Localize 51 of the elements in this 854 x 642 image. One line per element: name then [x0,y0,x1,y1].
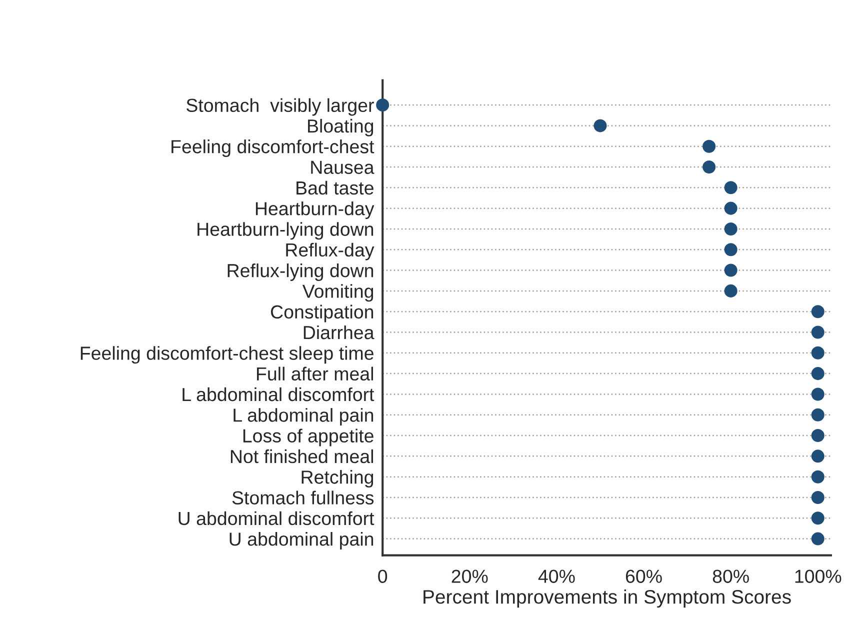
y-tick-label: Diarrhea [304,325,374,340]
x-tick-label: 40% [538,570,575,583]
y-tick-label: Feeling discomfort-chest [172,140,374,158]
point [724,284,738,298]
point [811,429,824,442]
point [811,532,824,546]
x-tick-label: 20% [452,570,488,583]
y-tick-label: Full after meal [257,366,374,381]
x-tick-label: 80% [712,570,749,583]
y-tick-label: L abdominal pain [234,408,374,426]
y-tick-label: U abdominal pain [230,532,374,550]
y-tick-label: Feeling discomfort-chest sleep time [80,346,374,364]
y-tick-label: Heartburn-lying down [198,222,374,240]
y-tick-label: Vomiting [302,284,374,302]
point [811,326,824,339]
point [811,367,824,380]
y-tick-label: Nausea [311,160,374,174]
x-tick-label: 60% [626,570,662,583]
point [702,160,716,174]
point [811,450,824,463]
y-tick-label: Stomach fullness [232,490,374,504]
y-tick-label: Bloating [308,118,374,136]
x-tick-label: 0 [378,570,388,583]
y-tick-label: L abdominal discomfort [182,387,374,402]
point [594,119,607,132]
x-axis-title: Percent Improvements in Symptom Scores [424,589,791,608]
point [724,243,738,256]
y-tick-label: Stomach visibly larger [186,98,374,116]
point [811,305,824,318]
point [811,490,824,504]
point [702,140,716,153]
y-tick-label: Bad taste [296,180,374,195]
y-tick-label: Not finished meal [230,449,374,464]
point [811,512,824,525]
point [724,202,738,215]
y-tick-label: Loss of appetite [243,428,374,446]
point [811,470,824,484]
y-tick-label: Heartburn-day [256,202,374,219]
point [811,408,824,422]
point [724,181,738,194]
point [811,388,824,401]
point [811,346,824,360]
x-tick-label: 100% [795,570,842,583]
y-tick-label: Reflux-day [286,242,374,260]
y-tick-label: Retching [302,470,374,488]
y-tick-label: Constipation [270,304,374,322]
y-tick-label: Reflux-lying down [228,263,374,281]
point [724,264,738,277]
point [724,222,738,236]
y-tick-label: U abdominal discomfort [178,511,374,526]
point [376,98,390,112]
